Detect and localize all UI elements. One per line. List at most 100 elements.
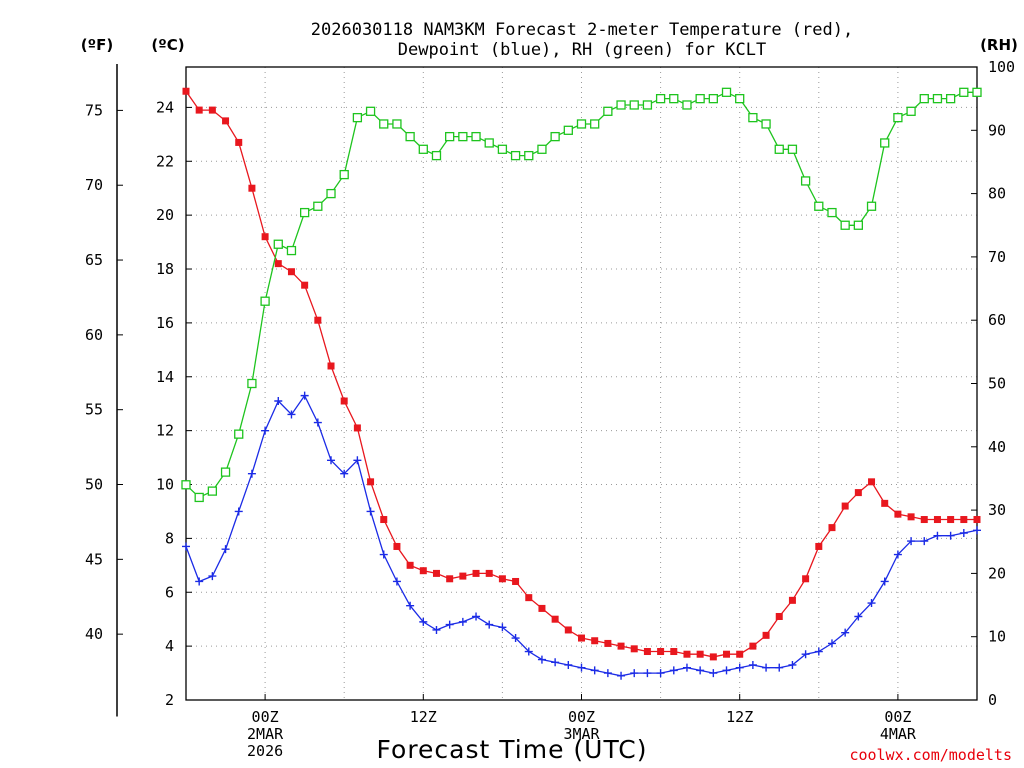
x-tick-label: 00Z	[884, 708, 911, 726]
dewpoint-point	[327, 456, 336, 465]
rh-point	[642, 100, 653, 110]
rh-point	[919, 94, 929, 104]
temperature-point	[841, 502, 849, 510]
dewpoint-point	[366, 507, 375, 516]
rh-point	[959, 87, 969, 97]
rh-point	[563, 125, 573, 135]
dewpoint-point	[340, 469, 349, 478]
rh-point	[840, 220, 850, 230]
rh-point	[748, 112, 758, 123]
x-tick-label: 12Z	[726, 708, 753, 726]
dewpoint-point	[603, 669, 612, 678]
dewpoint-point	[287, 410, 296, 419]
temperature-point	[459, 572, 467, 580]
x-tick-label: 00Z	[568, 708, 595, 726]
rh-point	[603, 106, 613, 116]
temperature-point	[340, 397, 348, 405]
temperature-point	[723, 650, 731, 658]
temperature-point	[630, 645, 638, 653]
rh-point	[972, 87, 982, 97]
rh-tick-label: 0	[988, 691, 997, 709]
temperature-point	[274, 260, 282, 268]
temperature-point	[208, 106, 216, 114]
temperature-point	[551, 615, 559, 623]
rh-point	[800, 176, 811, 186]
dewpoint-point	[300, 391, 309, 400]
dewpoint-point	[564, 660, 573, 669]
rh-point	[550, 131, 560, 142]
rh-point	[379, 119, 389, 129]
temperature-point	[788, 596, 796, 604]
rh-point	[352, 112, 363, 123]
rh-tick-label: 30	[988, 501, 1006, 519]
rh-point	[431, 150, 442, 161]
temperature-point	[222, 117, 230, 125]
dewpoint-point	[208, 572, 217, 581]
celsius-tick-label: 6	[165, 583, 174, 601]
rh-tick-label: 60	[988, 311, 1006, 329]
dewpoint-point	[261, 426, 270, 435]
dewpoint-point	[801, 650, 810, 659]
temperature-point	[578, 634, 585, 642]
rh-point	[787, 144, 798, 154]
x-axis-label: Forecast Time (UTC)	[377, 735, 648, 764]
temperature-point	[419, 567, 427, 575]
x-tick-label: 00Z	[252, 708, 279, 726]
dewpoint-point	[933, 531, 942, 540]
dewpoint-point	[656, 669, 665, 678]
rh-tick-label: 90	[988, 121, 1006, 139]
fahrenheit-tick-label: 70	[85, 176, 103, 194]
dewpoint-point	[788, 660, 797, 669]
rh-point	[418, 144, 428, 154]
temperature-point	[485, 569, 493, 577]
temperature-point	[736, 650, 744, 658]
x-tick-label: 2MAR	[247, 725, 284, 743]
dewpoint-point	[551, 658, 560, 667]
temperature-point	[498, 575, 506, 583]
rh-tick-label: 20	[988, 564, 1006, 582]
temperature-point	[775, 612, 783, 620]
temperature-point	[564, 626, 572, 634]
dewpoint-point	[669, 666, 678, 675]
celsius-tick-label: 18	[156, 260, 174, 278]
dewpoint-point	[907, 537, 916, 546]
temperature-point	[591, 637, 599, 645]
rh-point	[721, 87, 732, 97]
dewpoint-point	[709, 669, 718, 678]
dewpoint-point	[630, 669, 639, 678]
rh-point	[616, 100, 626, 110]
temperature-point	[749, 642, 757, 650]
axes	[116, 64, 978, 717]
rh-point	[827, 207, 837, 218]
temperature-point	[920, 516, 928, 524]
rh-point	[339, 169, 349, 180]
rh-point	[286, 245, 297, 256]
rh-point	[932, 94, 943, 104]
rh-point	[669, 94, 679, 104]
rh-point	[524, 150, 534, 161]
temperature-point	[393, 542, 401, 550]
rh-point	[945, 94, 956, 104]
x-tick-label: 3MAR	[563, 725, 600, 743]
temperature-point	[709, 653, 717, 661]
temperature-point	[868, 478, 876, 486]
rh-point	[194, 492, 204, 503]
dewpoint-point	[524, 647, 533, 656]
dewpoint-point	[880, 577, 889, 586]
temperature-point	[525, 594, 533, 602]
plot-frame	[185, 66, 978, 701]
dewpoint-point	[353, 456, 362, 465]
rh-point	[220, 467, 231, 477]
temperature-point	[512, 577, 520, 585]
temperature-point	[182, 87, 190, 95]
temperature-point	[696, 650, 704, 658]
temperature-point	[538, 604, 546, 612]
temperature-point	[933, 516, 941, 524]
rh-point	[365, 106, 376, 116]
rh-point	[655, 94, 666, 104]
dewpoint-point	[867, 599, 876, 608]
x-tick-label: 4MAR	[880, 725, 917, 743]
dewpoint-point	[696, 666, 705, 675]
dewpoint-point	[854, 612, 863, 621]
dewpoint-point	[762, 663, 771, 672]
